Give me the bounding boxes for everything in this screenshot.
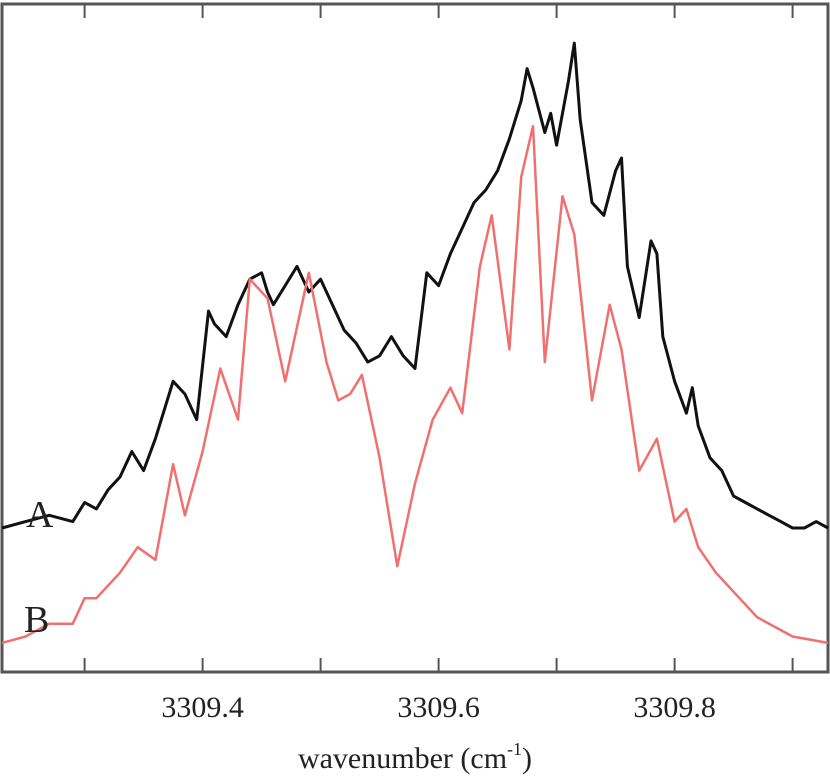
x-axis-title-close: ): [522, 742, 532, 775]
series-line-a: [1, 41, 829, 530]
tick-marks: [83, 4, 794, 672]
x-tick-label-0: 3309.4: [161, 691, 244, 724]
x-tick-label-1: 3309.6: [397, 691, 480, 724]
series-layer: [1, 41, 829, 645]
x-axis-title-sup: -1: [507, 739, 522, 759]
trace-label-a: A: [26, 494, 54, 536]
x-tick-label-2: 3309.8: [633, 691, 716, 724]
x-axis-title-main: wavenumber (cm: [298, 742, 507, 775]
plot-frame: [0, 2, 830, 674]
tick-labels: 3309.4 3309.6 3309.8: [161, 691, 716, 724]
trace-label-b: B: [24, 599, 49, 641]
x-axis-title: wavenumber (cm-1): [298, 739, 532, 775]
series-line-b: [1, 124, 829, 645]
